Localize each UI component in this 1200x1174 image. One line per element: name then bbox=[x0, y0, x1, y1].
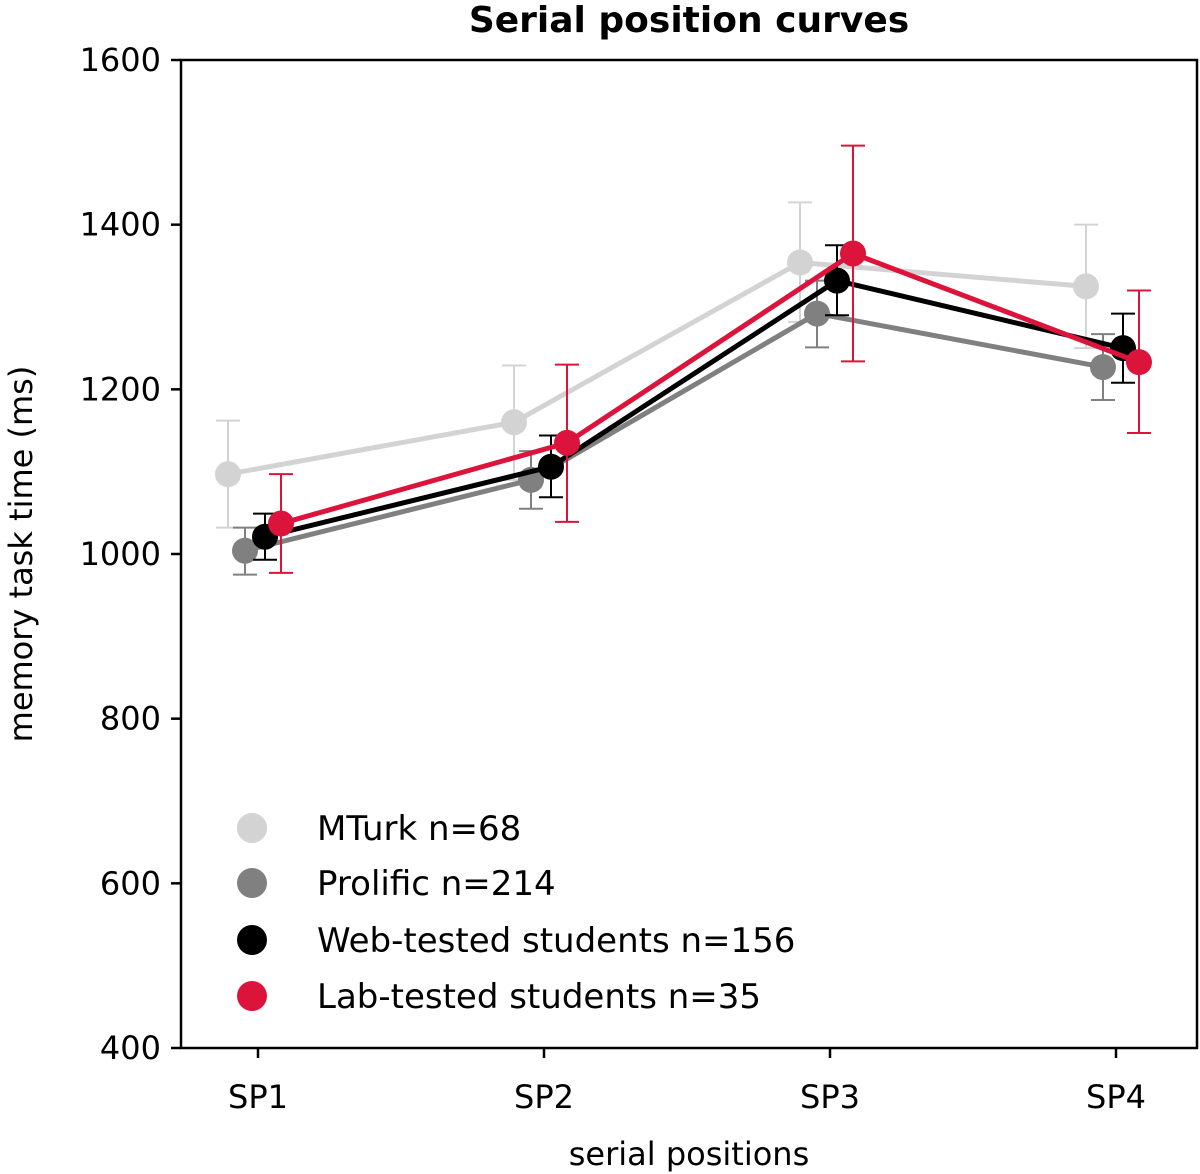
x-tick-label: SP2 bbox=[514, 1078, 574, 1116]
series-line bbox=[280, 250, 1140, 526]
legend-marker bbox=[237, 813, 267, 843]
series-1 bbox=[232, 279, 1116, 576]
data-point bbox=[215, 461, 241, 488]
y-tick-label: 1400 bbox=[80, 206, 161, 244]
data-point bbox=[538, 453, 564, 480]
y-tick-label: 600 bbox=[100, 864, 161, 902]
legend-label: Prolific n=214 bbox=[317, 864, 556, 904]
data-point bbox=[1126, 349, 1152, 376]
legend-item: MTurk n=68 bbox=[237, 809, 521, 849]
legend-marker bbox=[237, 981, 267, 1011]
series-line bbox=[264, 278, 1124, 540]
legend-item: Web-tested students n=156 bbox=[237, 921, 795, 961]
data-point bbox=[232, 537, 258, 564]
x-axis: SP1 SP2 SP3 SP4 bbox=[228, 1048, 1146, 1116]
data-point bbox=[824, 267, 850, 294]
legend-label: MTurk n=68 bbox=[317, 809, 521, 849]
x-tick-label: SP4 bbox=[1086, 1078, 1146, 1116]
legend-label: Lab-tested students n=35 bbox=[317, 977, 761, 1017]
y-tick-label: 400 bbox=[100, 1029, 161, 1067]
y-tick-label: 800 bbox=[100, 700, 161, 738]
series-line bbox=[227, 260, 1087, 477]
y-tick-label: 1200 bbox=[80, 370, 161, 408]
legend-marker bbox=[237, 925, 267, 955]
data-point bbox=[501, 409, 527, 436]
chart-title: Serial position curves bbox=[469, 0, 909, 41]
data-point bbox=[1090, 354, 1116, 381]
legend-marker bbox=[237, 868, 267, 898]
y-tick-label: 1600 bbox=[80, 41, 161, 79]
series-line bbox=[244, 311, 1104, 554]
legend-label: Web-tested students n=156 bbox=[317, 921, 795, 961]
y-axis: 400 600 800 1000 1200 1400 1600 bbox=[80, 41, 181, 1067]
legend-item: Prolific n=214 bbox=[237, 864, 556, 904]
data-point bbox=[268, 510, 294, 537]
data-point bbox=[554, 429, 580, 456]
legend-item: Lab-tested students n=35 bbox=[237, 977, 761, 1017]
series-layer bbox=[215, 144, 1152, 576]
data-point bbox=[804, 300, 830, 327]
series-3 bbox=[268, 144, 1152, 574]
x-tick-label: SP3 bbox=[800, 1078, 860, 1116]
series-0 bbox=[215, 201, 1099, 529]
data-point bbox=[787, 249, 813, 276]
x-axis-label: serial positions bbox=[569, 1135, 810, 1173]
y-axis-label: memory task time (ms) bbox=[2, 366, 40, 743]
legend: MTurk n=68 Prolific n=214 Web-tested stude… bbox=[237, 809, 795, 1017]
data-point bbox=[1073, 273, 1099, 300]
y-tick-label: 1000 bbox=[80, 535, 161, 573]
data-point bbox=[840, 240, 866, 267]
x-tick-label: SP1 bbox=[228, 1078, 288, 1116]
series-2 bbox=[252, 244, 1136, 561]
